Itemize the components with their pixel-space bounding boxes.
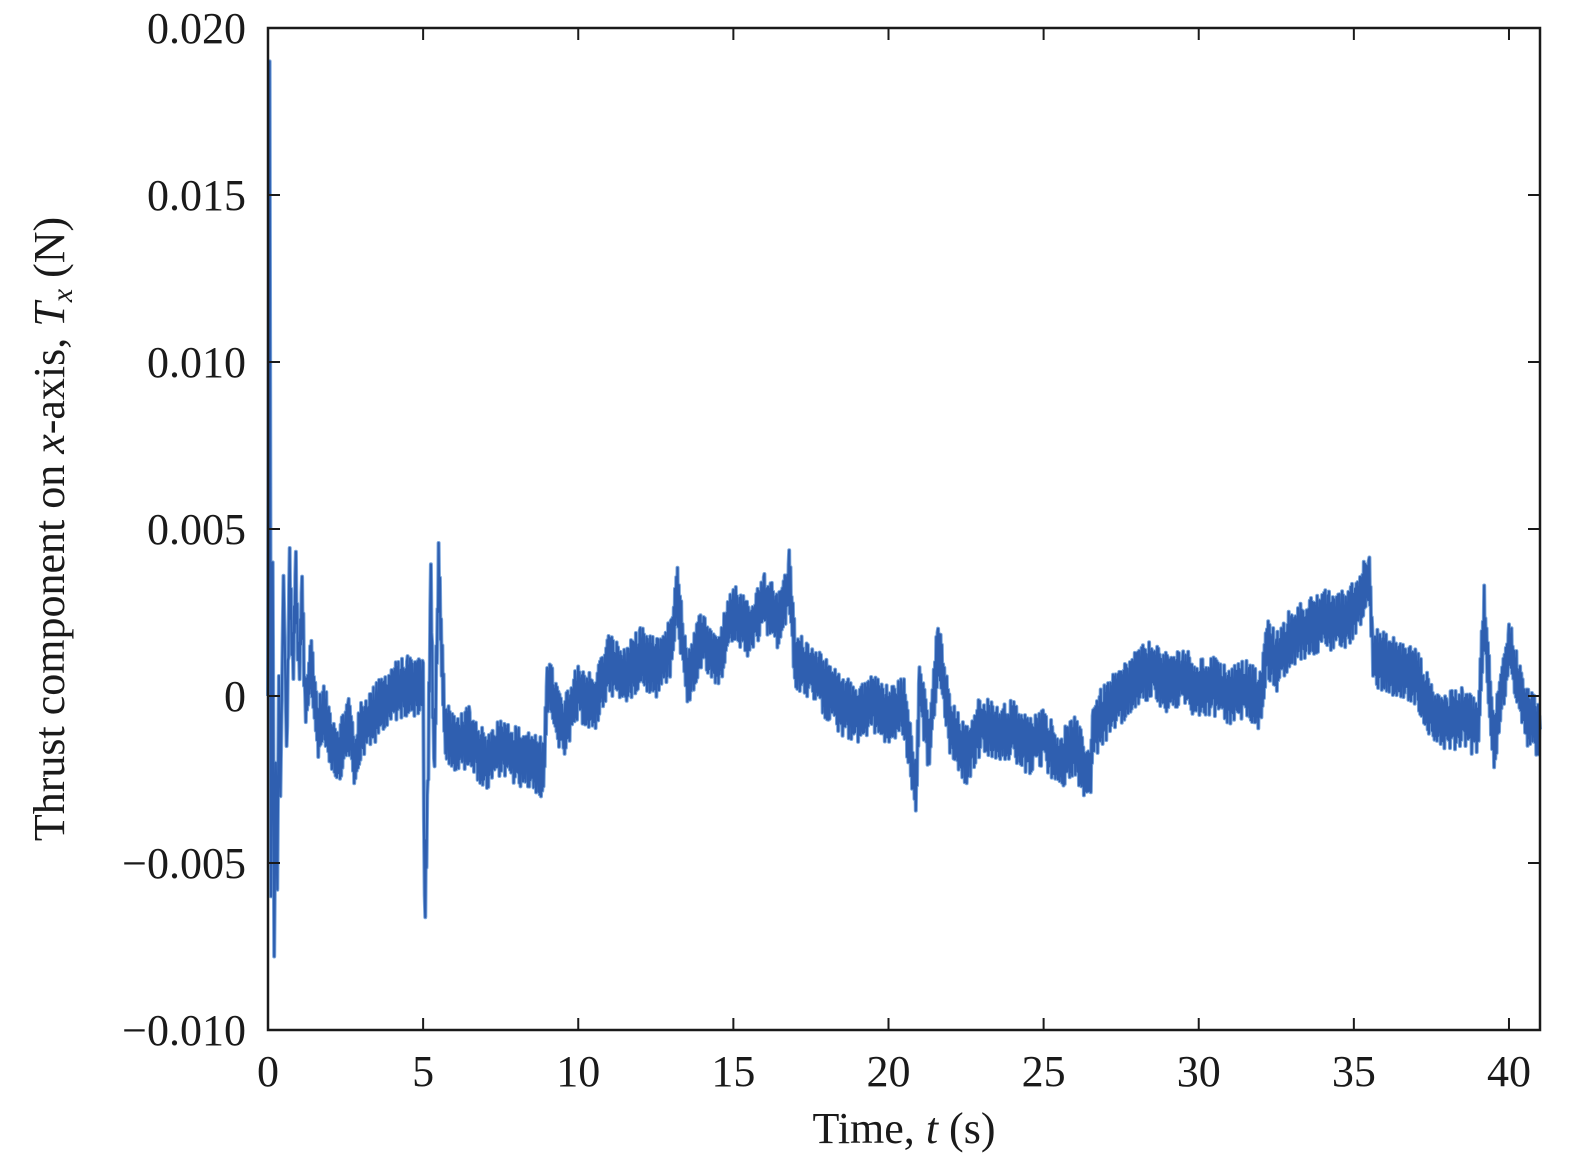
y-axis-title: Thrust component on x-axis, Tx (N) bbox=[25, 217, 79, 841]
x-tick-label: 0 bbox=[257, 1047, 279, 1096]
x-tick-label: 30 bbox=[1177, 1047, 1221, 1096]
x-tick-label: 25 bbox=[1022, 1047, 1066, 1096]
y-tick-label: 0 bbox=[224, 672, 246, 721]
x-tick-label: 40 bbox=[1487, 1047, 1531, 1096]
x-tick-label: 35 bbox=[1332, 1047, 1376, 1096]
plot-frame bbox=[266, 26, 1542, 1032]
x-axis-ticks: 0 5 10 15 20 25 30 35 40 bbox=[257, 28, 1531, 1096]
x-tick-label: 5 bbox=[412, 1047, 434, 1096]
plot-area bbox=[266, 59, 1542, 959]
x-tick-label: 20 bbox=[866, 1047, 910, 1096]
y-tick-label: 0.015 bbox=[147, 171, 246, 220]
y-tick-label: −0.005 bbox=[122, 839, 246, 888]
series-line bbox=[266, 60, 1542, 958]
x-axis-title: Time, t (s) bbox=[813, 1104, 996, 1153]
series-line-halo bbox=[266, 59, 1542, 959]
y-tick-label: 0.005 bbox=[147, 505, 246, 554]
x-tick-label: 10 bbox=[556, 1047, 600, 1096]
y-tick-label: −0.010 bbox=[122, 1006, 246, 1055]
y-axis-ticks: −0.010 −0.005 0 0.005 0.010 0.015 0.020 bbox=[122, 4, 1540, 1055]
x-tick-label: 15 bbox=[711, 1047, 755, 1096]
y-tick-label: 0.010 bbox=[147, 338, 246, 387]
y-tick-label: 0.020 bbox=[147, 4, 246, 53]
